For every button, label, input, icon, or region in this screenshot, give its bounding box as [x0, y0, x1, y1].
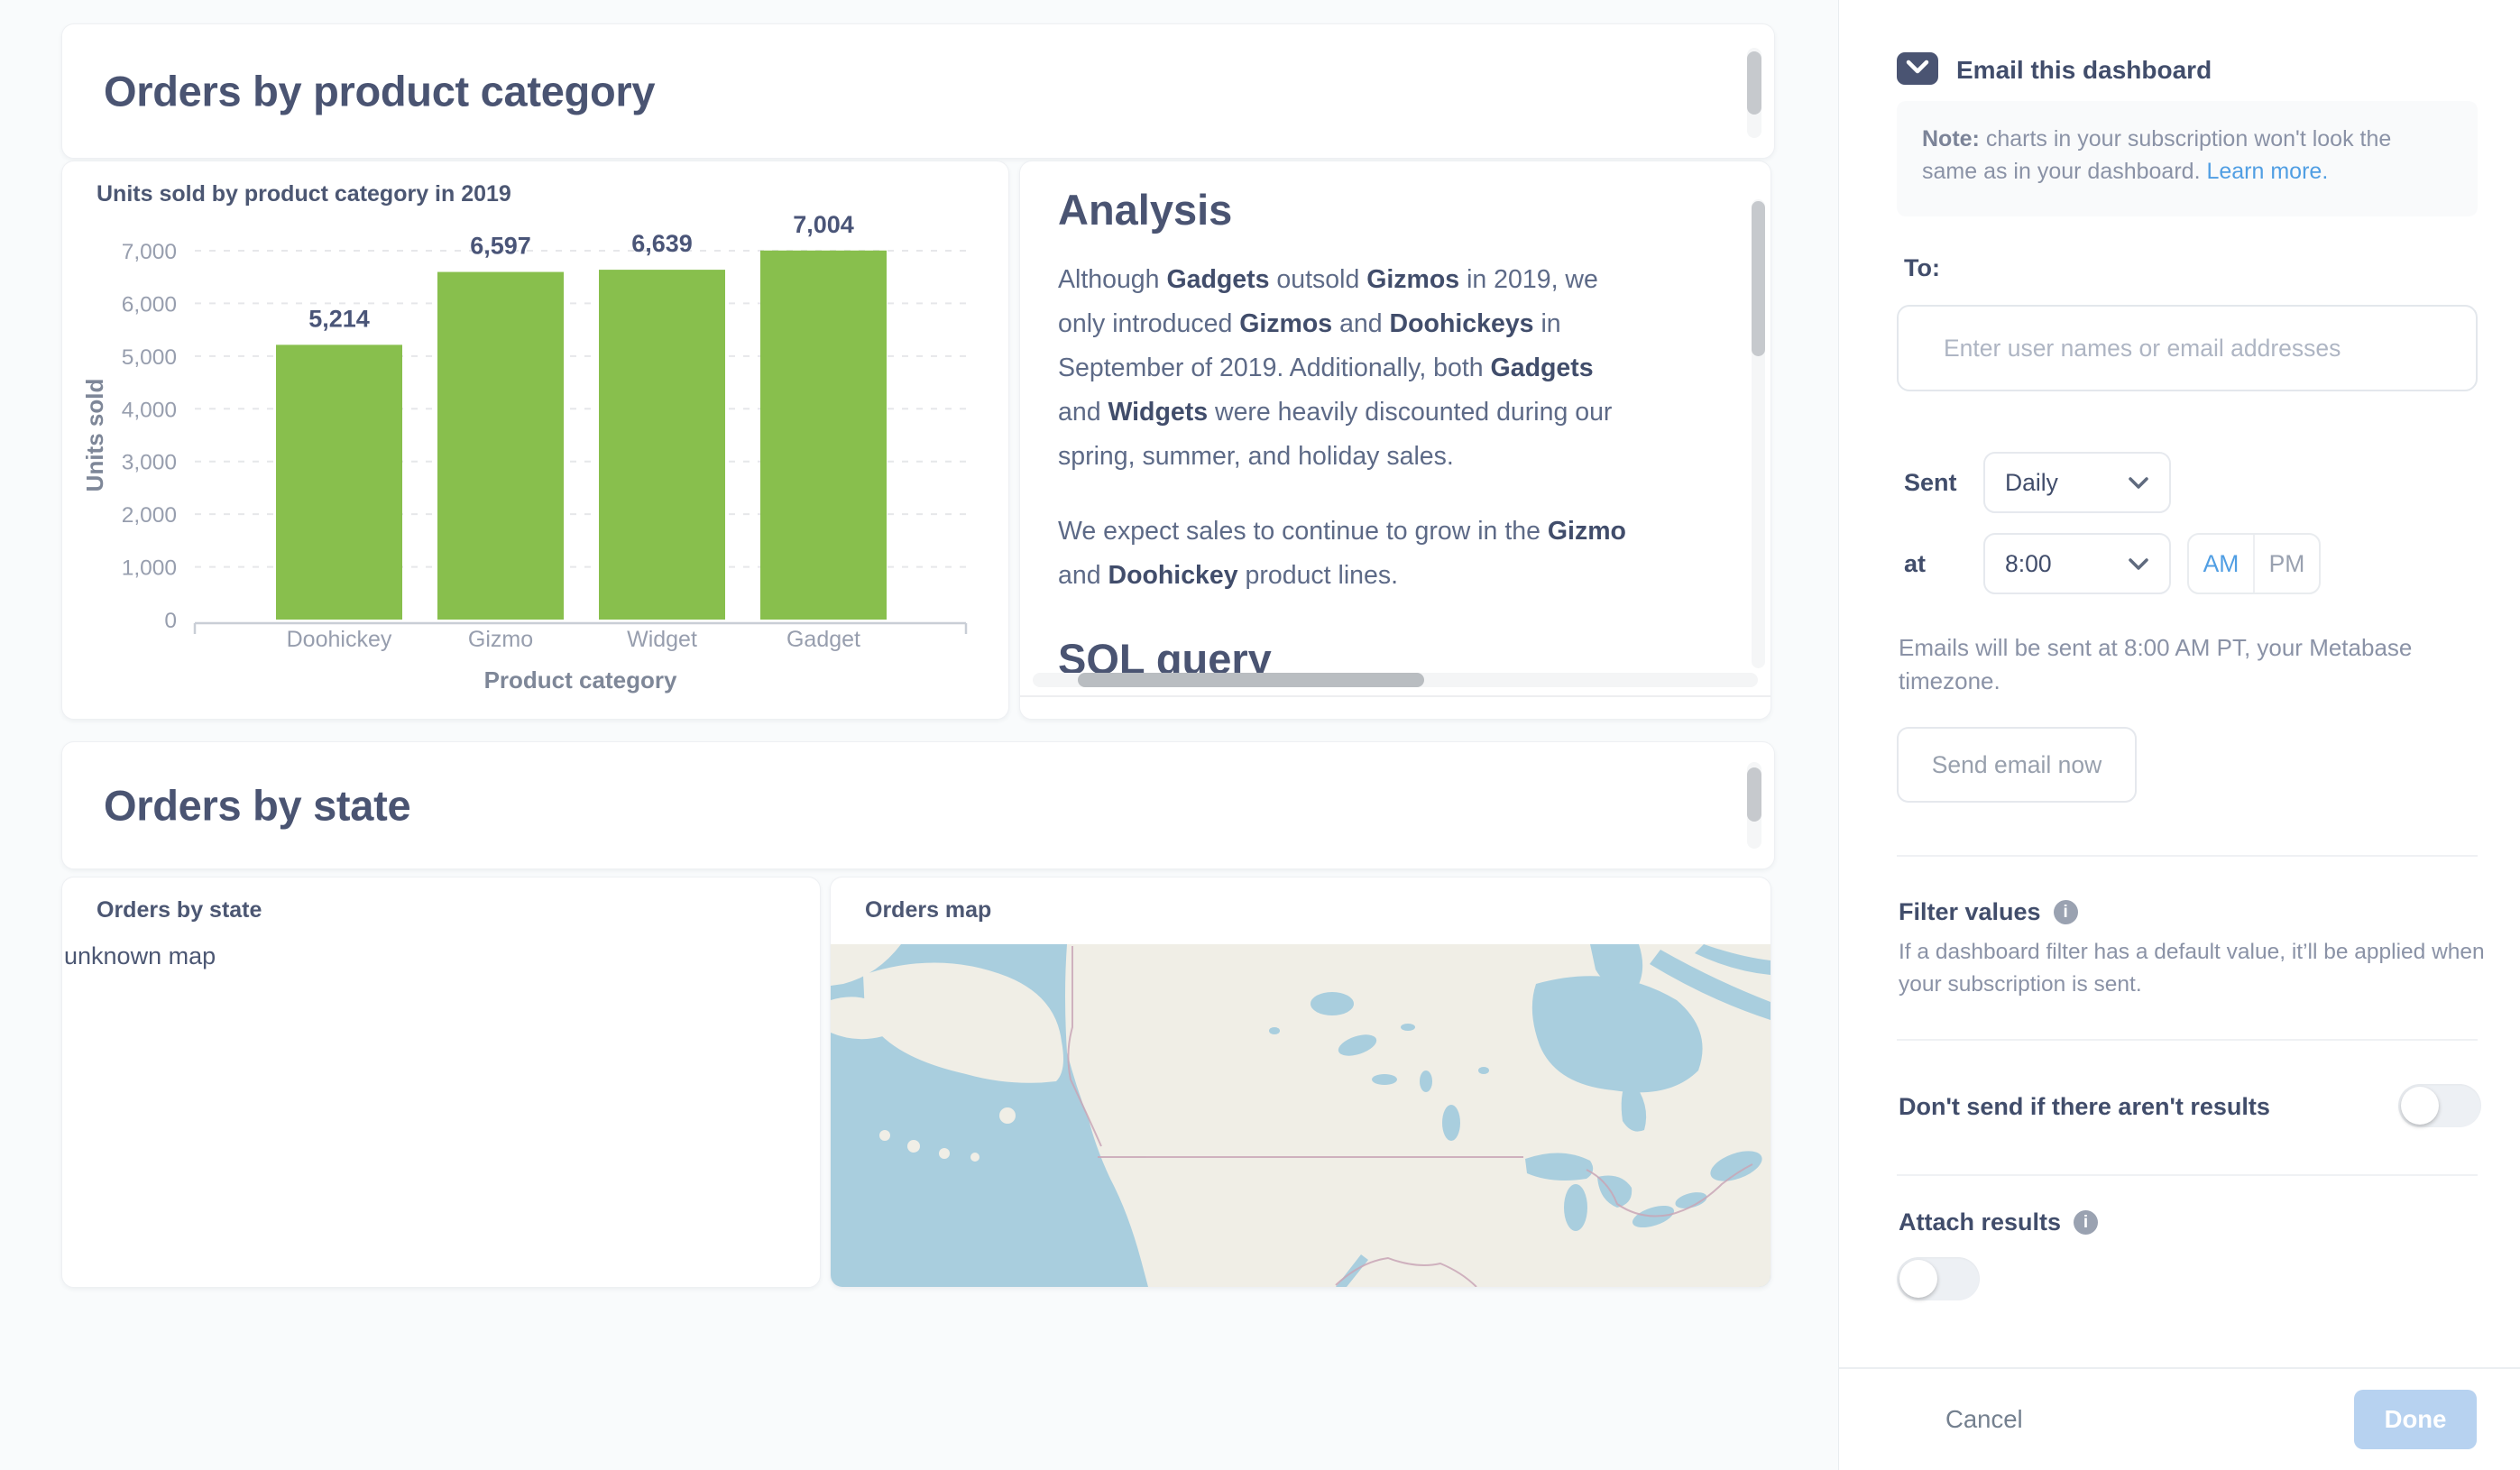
recipients-input[interactable] [1897, 305, 2478, 391]
chevron-down-icon [2129, 476, 2148, 489]
toggle-knob [1899, 1260, 1937, 1298]
horizontal-scrollbar-track [1033, 673, 1758, 687]
bar-chart[interactable]: 0 1,000 2,000 3,000 4,000 5,000 6,000 7,000 5,21… [62, 161, 1008, 719]
filter-values-title: Filter values i [1899, 898, 2078, 926]
pm-option[interactable]: PM [2268, 549, 2305, 577]
y-tick-label: 2,000 [122, 503, 177, 528]
time-select[interactable]: 8:00 [1983, 533, 2171, 594]
sidebar-title: Email this dashboard [1956, 56, 2212, 84]
sent-label: Sent [1904, 469, 1957, 496]
y-tick-label: 4,000 [122, 398, 177, 422]
learn-more-link[interactable]: Learn more. [2206, 159, 2329, 184]
timezone-note: Emails will be sent at 8:00 AM PT, your … [1899, 634, 2413, 694]
cancel-button[interactable]: Cancel [1945, 1405, 2023, 1433]
x-axis-title: Product category [484, 666, 677, 694]
mail-icon [1897, 52, 1938, 85]
analysis-paragraph: We expect sales to continue to grow in t… [1058, 517, 1626, 590]
analysis-heading: Analysis [1058, 186, 1233, 234]
note-body: charts in your subscription won't look t… [1922, 126, 2392, 184]
time-value: 8:00 [2005, 549, 2052, 577]
y-tick-label: 7,000 [122, 240, 177, 264]
bar-value-label: 6,639 [631, 230, 693, 257]
am-option[interactable]: AM [2189, 535, 2255, 593]
scrollbar-track [1747, 48, 1761, 138]
card-divider-line [1020, 695, 1770, 697]
bar-chart-card: Units sold by product category in 2019 0… [61, 161, 1009, 720]
frequency-select[interactable]: Daily [1983, 452, 2171, 513]
frequency-value: Daily [2005, 468, 2058, 496]
scrollbar-thumb[interactable] [1752, 201, 1765, 356]
subscription-note: Note: charts in your subscription won't … [1897, 101, 2478, 216]
scrollbar-track [1747, 762, 1761, 849]
horizontal-scrollbar-thumb[interactable] [1078, 673, 1424, 687]
x-category-label: Gadget [786, 627, 860, 652]
section-title: Orders by state [104, 781, 411, 830]
state-card-title: Orders by state [97, 897, 262, 923]
heading-card-orders-by-product-category: Orders by product category [61, 23, 1775, 159]
divider [1897, 1039, 2478, 1041]
bar-gizmo[interactable] [437, 271, 564, 620]
at-label: at [1904, 550, 1927, 577]
note-prefix: Note: [1922, 126, 1980, 152]
chevron-down-icon [2129, 557, 2148, 570]
meridiem-toggle: AM PM [2187, 533, 2321, 594]
bar-doohickey[interactable] [276, 345, 402, 620]
divider [1897, 855, 2478, 857]
scrollbar-thumb[interactable] [1747, 51, 1761, 115]
section-title: Orders by product category [104, 67, 656, 115]
scrollbar-thumb[interactable] [1747, 767, 1761, 822]
send-email-now-button[interactable]: Send email now [1897, 727, 2137, 803]
orders-by-state-card: Orders by state unknown map [61, 877, 821, 1288]
unknown-map-text: unknown map [64, 942, 216, 969]
info-icon[interactable]: i [2053, 900, 2078, 924]
y-tick-label: 6,000 [122, 292, 177, 317]
bar-gadget[interactable] [760, 250, 887, 620]
info-icon[interactable]: i [2074, 1210, 2099, 1235]
bar-widget[interactable] [599, 270, 725, 620]
x-category-label: Gizmo [468, 627, 533, 652]
to-label: To: [1904, 254, 1940, 281]
dont-send-toggle[interactable] [2398, 1084, 2481, 1127]
y-axis-title: Units sold [81, 379, 108, 492]
map-borders [1067, 946, 1753, 1287]
x-category-label: Widget [627, 627, 697, 652]
x-category-label: Doohickey [287, 627, 392, 652]
orders-map-card: Orders map [830, 877, 1771, 1288]
divider [1897, 1174, 2478, 1176]
map-card-title: Orders map [865, 897, 992, 923]
y-tick-label: 1,000 [122, 556, 177, 581]
done-button[interactable]: Done [2354, 1390, 2477, 1449]
y-tick-label: 3,000 [122, 451, 177, 475]
filter-values-description: If a dashboard filter has a default valu… [1899, 940, 2485, 997]
bar-value-label: 7,004 [793, 211, 854, 238]
scrollbar-track [1752, 199, 1765, 668]
analysis-scroll-area[interactable]: Analysis Although Gadgets outsold Gizmos… [1058, 185, 1642, 676]
attach-results-label: Attach results i [1899, 1208, 2099, 1236]
bar-value-label: 5,214 [308, 305, 370, 332]
analysis-text-card: Analysis Although Gadgets outsold Gizmos… [1019, 161, 1771, 720]
email-subscription-sidebar: Email this dashboard Note: charts in you… [1838, 0, 2520, 1470]
north-america-map[interactable] [831, 944, 1770, 1287]
bar-value-label: 6,597 [470, 233, 531, 260]
y-tick-label: 0 [164, 609, 177, 633]
y-tick-label: 5,000 [122, 345, 177, 370]
map-lakes-and-bays [1269, 944, 1770, 1287]
sidebar-footer: Cancel Done [1839, 1367, 2520, 1470]
analysis-paragraph: Although Gadgets outsold Gizmos in 2019,… [1058, 265, 1613, 471]
toggle-knob [2401, 1087, 2439, 1125]
heading-card-orders-by-state: Orders by state [61, 741, 1775, 869]
attach-results-toggle[interactable] [1897, 1257, 1980, 1300]
chart-card-title: Units sold by product category in 2019 [97, 181, 511, 207]
dont-send-label: Don't send if there aren't results [1899, 1093, 2270, 1120]
sql-query-heading-clipped: SQL query [1058, 635, 1272, 676]
